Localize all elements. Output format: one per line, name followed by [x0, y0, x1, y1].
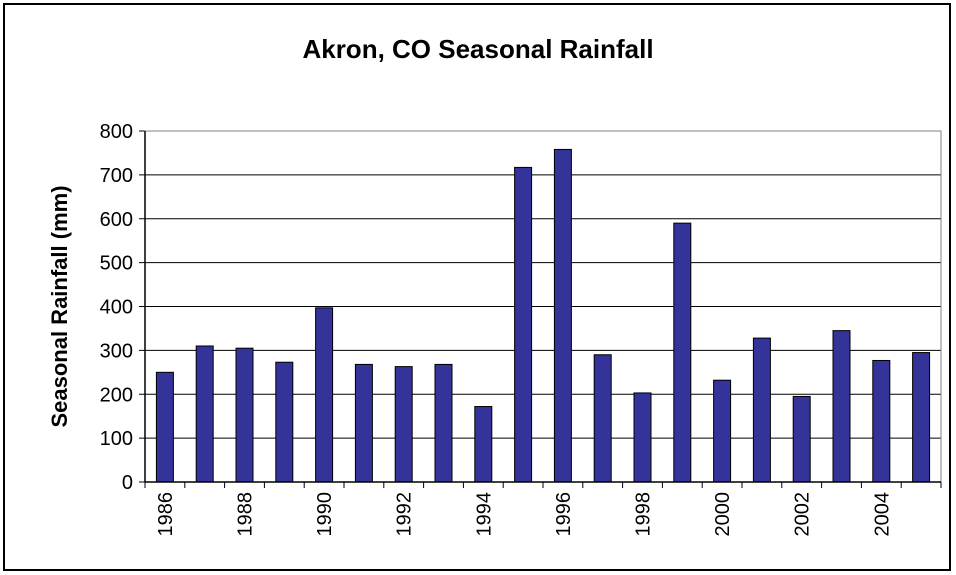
bar-1989	[275, 361, 294, 483]
y-tick-label: 300	[100, 340, 133, 362]
y-tick-label: 200	[100, 384, 133, 406]
bar-1986	[155, 371, 174, 483]
bar-1996	[553, 148, 572, 483]
y-tick-label: 100	[100, 428, 133, 450]
y-tick-label: 400	[100, 297, 133, 319]
y-tick-label: 0	[122, 472, 133, 494]
bar-1991	[354, 363, 373, 483]
bar-2002	[792, 395, 811, 483]
y-tick-label: 500	[100, 253, 133, 275]
x-tick-label: 1986	[155, 492, 177, 537]
y-tick-labels: 0 100 200 300 400 500 600 700 800	[100, 121, 133, 494]
bar-1992	[394, 366, 413, 483]
x-tick-label: 2004	[871, 492, 893, 537]
bar-2004	[872, 359, 891, 483]
bars	[155, 148, 931, 483]
bar-1993	[434, 363, 453, 483]
bar-2001	[752, 337, 771, 483]
bar-1988	[235, 347, 254, 483]
bar-2000	[713, 379, 732, 483]
gridlines	[139, 130, 941, 483]
bar-1994	[474, 406, 493, 483]
bar-1997	[593, 354, 612, 483]
bar-1995	[514, 166, 533, 483]
chart-title: Akron, CO Seasonal Rainfall	[302, 34, 654, 64]
x-tick-label: 1990	[314, 492, 336, 537]
x-tick-labels: 1986 1988 1990 1992 1994 1996 1998 2000 2002 2004	[155, 492, 893, 537]
bar-1990	[315, 307, 334, 483]
y-axis-label: Seasonal Rainfall (mm)	[47, 185, 72, 427]
bar-1998	[633, 392, 652, 483]
x-tick-label: 1988	[235, 492, 257, 537]
x-tick-label: 2002	[792, 492, 814, 537]
bar-2003	[832, 330, 851, 483]
y-tick-label: 700	[100, 165, 133, 187]
bar-2005	[912, 352, 931, 483]
x-tick-label: 1994	[473, 492, 495, 537]
bar-1999	[673, 222, 692, 483]
x-tick-label: 2000	[712, 492, 734, 537]
x-tick-label: 1992	[394, 492, 416, 537]
x-tick-label: 1998	[633, 492, 655, 537]
x-tick-label: 1996	[553, 492, 575, 537]
bar-1987	[195, 345, 214, 483]
y-tick-label: 800	[100, 121, 133, 143]
y-tick-label: 600	[100, 209, 133, 231]
axes	[144, 131, 942, 488]
